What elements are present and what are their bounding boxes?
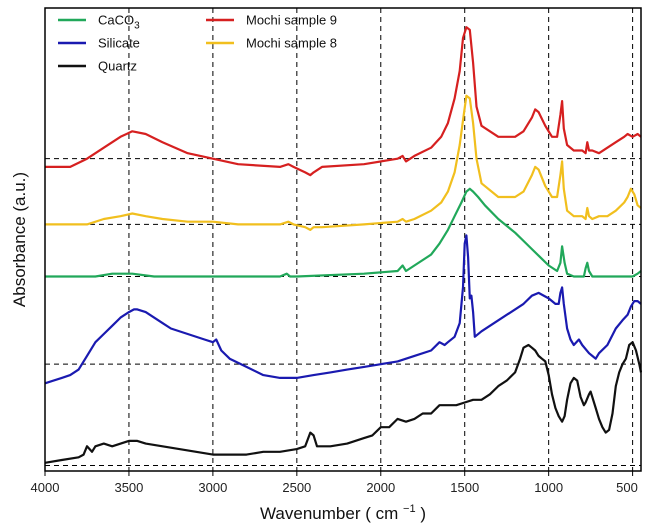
x-tick-label-3000: 3000 — [198, 480, 227, 495]
series-line-mochi-sample-8 — [45, 94, 642, 231]
y-axis-title: Absorbance (a.u.) — [10, 172, 29, 307]
series-line-quartz — [44, 341, 643, 464]
x-tick-label-4000: 4000 — [31, 480, 60, 495]
series-line-mochi-sample-9 — [45, 26, 642, 177]
x-tick-label-3500: 3500 — [114, 480, 143, 495]
series-line-silicate — [44, 234, 642, 385]
series-line-caco3 — [45, 187, 642, 278]
x-axis-title-unit: cm — [376, 504, 399, 523]
grid-lines — [45, 8, 641, 471]
x-tick-label-2500: 2500 — [282, 480, 311, 495]
legend-label: Silicate — [98, 36, 140, 51]
x-axis-title-close: ) — [420, 504, 426, 523]
legend-label: Mochi sample 8 — [246, 36, 337, 51]
legend: Mochi sample 9 Mochi sample 8 CaCO3 Silicat… — [58, 13, 337, 74]
x-tick-label-500: 500 — [616, 480, 638, 495]
x-tick-label-2000: 2000 — [366, 480, 395, 495]
x-axis-title-unit-exp: −1 — [403, 503, 416, 515]
x-axis-title-open: ( — [365, 504, 371, 523]
x-tick-label-1500: 1500 — [450, 480, 479, 495]
plot-frame — [44, 7, 642, 472]
x-tick-label-1000: 1000 — [534, 480, 563, 495]
legend-label: Quartz — [98, 59, 137, 74]
x-axis-title: Wavenumber ( cm −1 ) — [260, 497, 426, 523]
series-lines — [44, 26, 643, 464]
x-axis-ticks: 4000 3500 3000 2500 2000 1500 1000 500 — [31, 471, 638, 495]
x-axis-title-main: Wavenumber — [260, 504, 361, 523]
legend-label: Mochi sample 9 — [246, 13, 337, 28]
legend-label: CaCO3 — [98, 13, 140, 32]
